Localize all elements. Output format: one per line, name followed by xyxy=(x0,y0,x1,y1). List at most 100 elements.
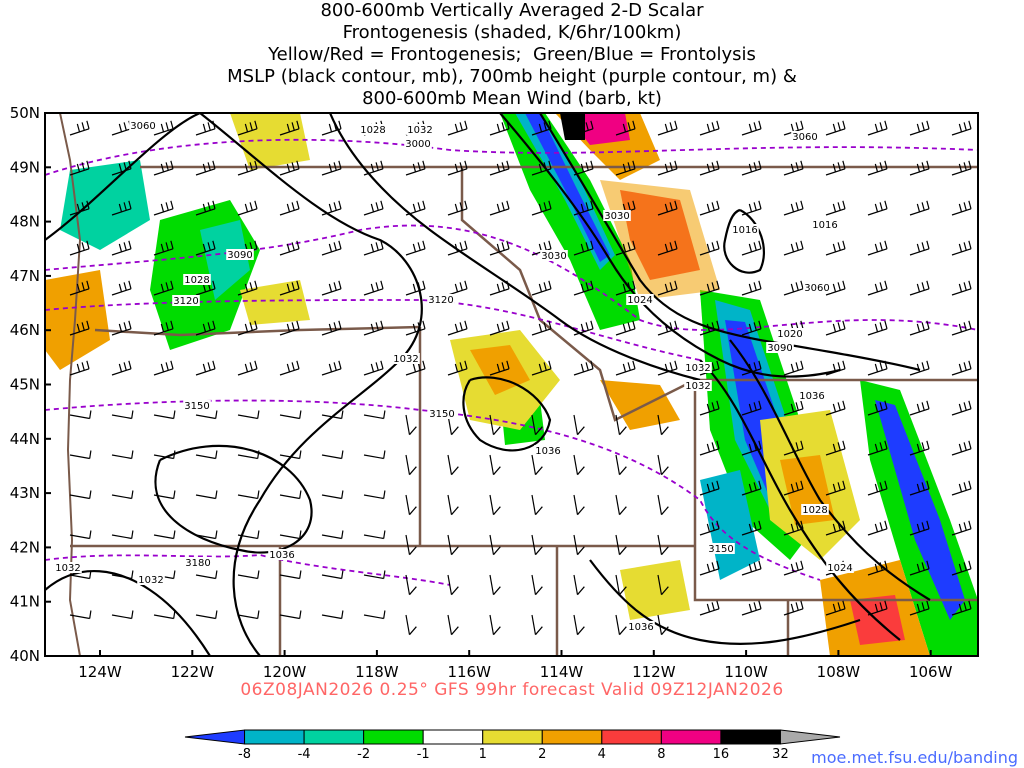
nv-ut-border xyxy=(278,546,559,656)
lat-label: 50N xyxy=(10,104,40,122)
wind-barb xyxy=(489,574,501,596)
lon-label: 108W xyxy=(817,663,861,681)
wa-or-border xyxy=(94,325,421,337)
wind-barb xyxy=(111,200,132,216)
height-label-bg xyxy=(172,295,200,306)
wind-barb xyxy=(195,160,216,176)
wind-barb xyxy=(741,200,762,216)
wind-barb xyxy=(447,160,468,176)
mslp-label-bg xyxy=(137,574,165,585)
wind-barb xyxy=(237,570,260,580)
mslp-label: 1016 xyxy=(732,225,757,236)
wind-barb xyxy=(699,200,720,216)
wind-barb xyxy=(279,530,302,540)
wind-barb xyxy=(279,410,302,420)
wind-barb xyxy=(279,450,302,460)
mslp-label-bg xyxy=(776,328,804,339)
wind-barb xyxy=(279,200,300,216)
wind-barb xyxy=(489,320,510,336)
wind-barb xyxy=(489,614,501,636)
wind-barb xyxy=(825,480,846,496)
wind-barb xyxy=(867,400,888,416)
wind-barb xyxy=(783,560,804,576)
wind-barb xyxy=(825,280,846,296)
wind-barb xyxy=(489,414,501,436)
wind-barb xyxy=(69,160,90,176)
lat-label: 47N xyxy=(10,267,40,285)
lat-label: 49N xyxy=(10,158,40,176)
wind-barb xyxy=(615,120,636,136)
wind-barb xyxy=(405,454,417,476)
wind-barb xyxy=(321,410,344,420)
mslp-contour-7 xyxy=(539,113,921,372)
wind-barb xyxy=(363,320,384,336)
wind-barb xyxy=(237,280,258,296)
wind-barb xyxy=(321,360,342,376)
wind-barb xyxy=(951,240,972,256)
wind-barb xyxy=(951,360,972,376)
wind-barb xyxy=(321,570,344,580)
wind-barb xyxy=(825,160,846,176)
mslp-label: 1036 xyxy=(269,550,294,561)
wind-barb xyxy=(909,440,930,456)
lat-label: 44N xyxy=(10,430,40,448)
mslp-label: 1024 xyxy=(827,563,852,574)
title-line-1: 800-600mb Vertically Averaged 2-D Scalar xyxy=(320,0,704,21)
wind-barb xyxy=(69,360,90,376)
wind-barb xyxy=(531,200,552,216)
lon-label: 114W xyxy=(540,663,584,681)
colorbar-label: 32 xyxy=(772,747,789,762)
wind-barb xyxy=(279,570,302,580)
wind-barb xyxy=(69,610,92,620)
height-label-bg xyxy=(129,120,157,131)
wind-barb xyxy=(699,520,720,536)
wind-barb xyxy=(531,280,552,296)
wind-barb xyxy=(615,414,627,436)
wind-barb xyxy=(405,200,426,216)
wind-barb xyxy=(279,610,302,620)
mslp-label: 1032 xyxy=(407,125,432,136)
wind-barb xyxy=(741,120,762,136)
wind-barb xyxy=(489,534,501,556)
mslp-contour-4 xyxy=(462,376,552,452)
height-label: 3030 xyxy=(604,211,629,222)
wind-barb xyxy=(825,520,846,536)
mslp-label-bg xyxy=(268,549,296,560)
colorbar-segment xyxy=(244,729,305,745)
lat-label: 40N xyxy=(10,647,40,665)
wind-barb xyxy=(615,280,636,296)
wind-barb xyxy=(237,360,258,376)
wind-barb xyxy=(279,360,300,376)
wind-barb xyxy=(531,414,543,436)
wind-barb xyxy=(573,414,585,436)
wind-barb xyxy=(741,280,762,296)
mslp-label: 1032 xyxy=(685,363,710,374)
mslp-label-bg xyxy=(359,124,387,135)
wind-barb xyxy=(909,400,930,416)
frontogenesis-patch-7 xyxy=(230,113,310,170)
wind-barb xyxy=(153,240,174,256)
mslp-label: 1036 xyxy=(628,622,653,633)
website-credit[interactable]: moe.met.fsu.edu/banding xyxy=(811,748,1018,767)
wind-barb xyxy=(573,360,594,376)
wind-barb xyxy=(195,450,218,460)
lon-label: 106W xyxy=(909,663,953,681)
wind-barb xyxy=(111,280,132,296)
wind-barb xyxy=(321,200,342,216)
mslp-label-bg xyxy=(406,124,434,135)
mslp-contour-6 xyxy=(499,113,841,378)
wind-barb xyxy=(363,160,384,176)
frontogenesis-patch-8 xyxy=(600,380,680,430)
wind-barb xyxy=(531,534,543,556)
wind-barb xyxy=(783,480,804,496)
wind-barb xyxy=(699,280,720,296)
wind-barb xyxy=(909,320,930,336)
wind-barb xyxy=(237,320,258,336)
wind-barb xyxy=(867,280,888,296)
height-label: 3060 xyxy=(792,132,817,143)
height-label-bg xyxy=(603,210,631,221)
wind-barb xyxy=(153,120,174,136)
colorbar-segment xyxy=(720,729,781,745)
wind-barb xyxy=(951,520,972,536)
wind-barb xyxy=(447,494,459,516)
